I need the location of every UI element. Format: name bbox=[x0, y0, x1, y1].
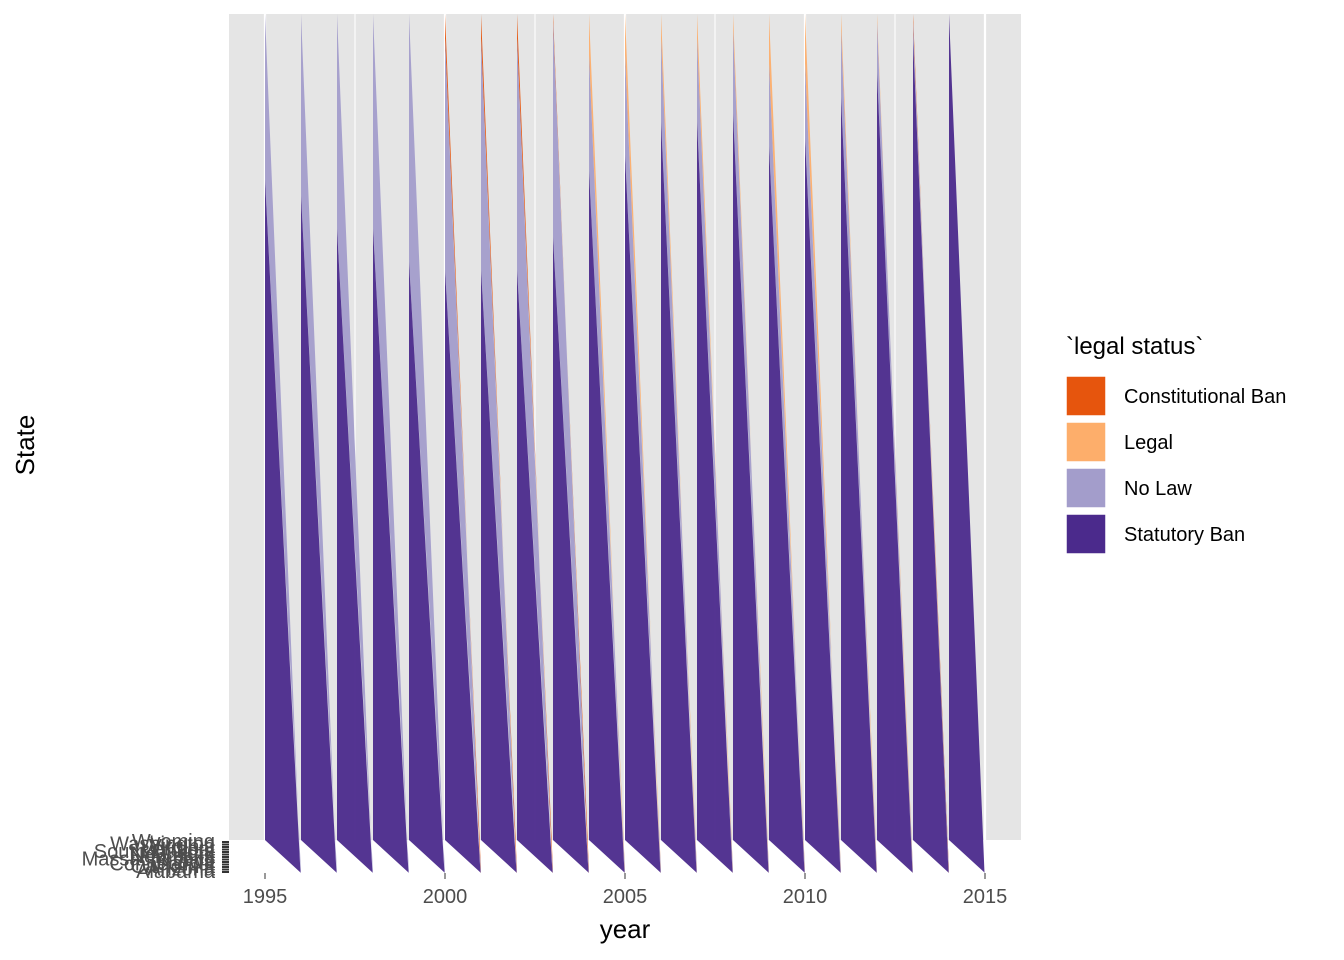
flow-statutory-ban-2003 bbox=[553, 237, 589, 873]
flow-statutory-ban-2014 bbox=[949, 14, 985, 873]
legend-label-no-law: No Law bbox=[1124, 478, 1192, 500]
flow-constitutional-ban-2013 bbox=[913, 14, 949, 873]
state-label-south-dakota: South Dakota bbox=[94, 841, 216, 863]
flow-statutory-ban-1995 bbox=[265, 179, 301, 873]
flow-no-law-2013 bbox=[913, 22, 949, 873]
x-tick-label-1995: 1995 bbox=[243, 886, 288, 908]
state-label-wyoming: Wyoming bbox=[132, 831, 215, 853]
flow-legal-2008 bbox=[733, 14, 769, 873]
flow-statutory-ban-2012 bbox=[877, 71, 913, 873]
flow-statutory-ban-2011 bbox=[841, 96, 877, 874]
state-label-california: California bbox=[131, 856, 216, 878]
state-label-iowa: Iowa bbox=[173, 851, 216, 873]
legend-swatch-legal bbox=[1065, 421, 1107, 463]
flow-statutory-ban-2004 bbox=[589, 170, 625, 873]
flow-statutory-ban-2013 bbox=[913, 38, 949, 873]
flow-statutory-ban-1999 bbox=[409, 261, 445, 873]
flow-statutory-ban-2010 bbox=[805, 137, 841, 873]
flow-legal-2011 bbox=[841, 14, 877, 873]
flow-statutory-ban-2005 bbox=[625, 154, 661, 874]
state-label-massachusetts: Massachusetts bbox=[82, 849, 215, 871]
state-label-arizona: Arizona bbox=[147, 859, 216, 881]
state-label-alabama: Alabama bbox=[136, 861, 216, 883]
legend-label-statutory-ban: Statutory Ban bbox=[1124, 524, 1245, 546]
flow-statutory-ban-2009 bbox=[769, 146, 805, 873]
state-label-virginia: Virginia bbox=[149, 836, 216, 858]
x-tick-label-2005: 2005 bbox=[603, 886, 648, 908]
flow-statutory-ban-2006 bbox=[661, 121, 697, 873]
state-label-new-york: New York bbox=[131, 844, 216, 866]
y-axis-title: State bbox=[10, 415, 40, 476]
state-label-washington: Washington bbox=[110, 834, 215, 856]
legend-label-legal: Legal bbox=[1124, 432, 1173, 454]
x-tick-label-2010: 2010 bbox=[783, 886, 828, 908]
x-axis: 1995 2000 2005 2010 2015 bbox=[243, 873, 1008, 908]
legend: Constitutional Ban Legal No Law Statutory B… bbox=[1065, 375, 1286, 555]
flow-statutory-ban-1998 bbox=[373, 228, 409, 873]
flow-statutory-ban-2008 bbox=[733, 113, 769, 874]
legend-swatch-constitutional-ban bbox=[1065, 375, 1107, 417]
x-tick-label-2000: 2000 bbox=[423, 886, 468, 908]
flow-statutory-ban-2000 bbox=[445, 270, 481, 873]
flow-statutory-ban-2002 bbox=[517, 270, 553, 873]
state-label-vermont: Vermont bbox=[141, 839, 216, 861]
x-tick-label-2015: 2015 bbox=[963, 886, 1008, 908]
legend-title: `legal status` bbox=[1066, 333, 1203, 360]
state-label-connecticut: Connecticut bbox=[109, 854, 215, 876]
legend-swatch-no-law bbox=[1065, 467, 1107, 509]
flow-legal-2012 bbox=[877, 14, 913, 873]
legend-label-constitutional-ban: Constitutional Ban bbox=[1124, 386, 1286, 408]
flow-statutory-ban-1997 bbox=[337, 228, 373, 873]
flow-statutory-ban-1996 bbox=[301, 195, 337, 874]
legend-swatch-statutory-ban bbox=[1065, 513, 1107, 555]
flows bbox=[265, 14, 985, 874]
flow-statutory-ban-2001 bbox=[481, 270, 517, 873]
flow-constitutional-ban-2003 bbox=[553, 14, 589, 873]
state-label-nebraska: Nebraska bbox=[129, 846, 215, 868]
flow-statutory-ban-2007 bbox=[697, 121, 733, 873]
x-axis-title: year bbox=[600, 914, 651, 944]
